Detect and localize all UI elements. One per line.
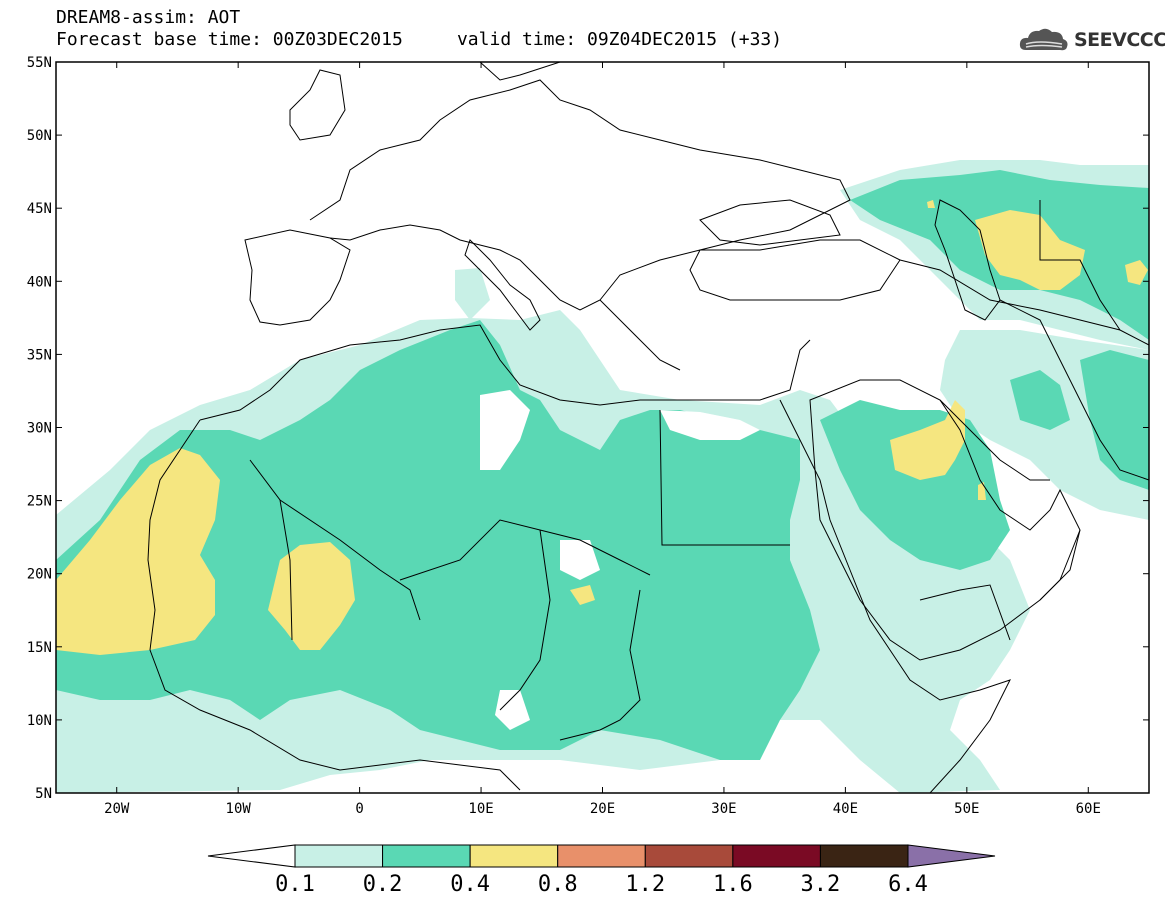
colorbar-swatch (732, 844, 821, 868)
latitude-axis: 55N 50N 45N 40N 35N 30N 25N 20N 15N 10N 5N (27, 55, 1149, 802)
lat-tick-label: 25N (27, 494, 52, 510)
lat-tick-label: 30N (27, 421, 52, 437)
lat-tick-label: 50N (27, 128, 52, 144)
colorbar-swatch (819, 844, 909, 868)
lon-tick-label: 20W (104, 801, 130, 817)
lon-tick-label: 30E (711, 801, 736, 817)
colorbar-label: 6.4 (888, 872, 928, 897)
colorbar-swatch (557, 844, 646, 868)
map-title: DREAM8-assim: AOT (56, 7, 241, 28)
cloud-icon (1019, 28, 1068, 51)
lat-tick-label: 10N (27, 713, 52, 729)
colorbar-high-arrow (907, 844, 996, 868)
lon-tick-label: 0 (355, 801, 363, 817)
longitude-axis: 20W 10W 0 10E 20E 30E 40E 50E 60E (104, 62, 1101, 817)
colorbar: 0.1 0.2 0.4 0.8 1.2 1.6 3.2 6.4 (207, 844, 996, 897)
colorbar-swatch (469, 844, 559, 868)
colorbar-swatch (382, 844, 471, 868)
lon-tick-label: 50E (954, 801, 979, 817)
aot-fields (56, 62, 1149, 793)
lon-tick-label: 60E (1076, 801, 1101, 817)
base-time: Forecast base time: 00Z03DEC2015 (56, 29, 403, 50)
lon-tick-label: 40E (833, 801, 858, 817)
colorbar-label: 0.2 (363, 872, 403, 897)
colorbar-low-arrow (207, 844, 296, 868)
colorbar-label: 0.4 (450, 872, 490, 897)
valid-time: valid time: 09Z04DEC2015 (+33) (456, 29, 783, 50)
lat-tick-label: 5N (35, 786, 52, 802)
colorbar-label: 3.2 (801, 872, 841, 897)
lat-tick-label: 35N (27, 347, 52, 363)
lat-tick-label: 45N (27, 201, 52, 217)
aot-clear-patches (480, 390, 760, 730)
lon-tick-label: 10E (468, 801, 493, 817)
seevccc-logo: SEEVCCC (1018, 26, 1165, 54)
lat-tick-label: 15N (27, 640, 52, 656)
lat-tick-label: 20N (27, 567, 52, 583)
lat-tick-label: 40N (27, 274, 52, 290)
lon-tick-label: 20E (590, 801, 615, 817)
lon-tick-label: 10W (226, 801, 252, 817)
colorbar-swatch (644, 844, 734, 868)
colorbar-swatch (294, 844, 384, 868)
coastlines (147, 62, 1149, 793)
logo-text: SEEVCCC (1074, 29, 1165, 51)
colorbar-label: 0.8 (538, 872, 578, 897)
colorbar-label: 1.6 (713, 872, 753, 897)
forecast-times: Forecast base time: 00Z03DEC2015 valid t… (56, 30, 782, 50)
colorbar-label: 1.2 (625, 872, 665, 897)
lat-tick-label: 55N (27, 55, 52, 71)
colorbar-label: 0.1 (275, 872, 315, 897)
